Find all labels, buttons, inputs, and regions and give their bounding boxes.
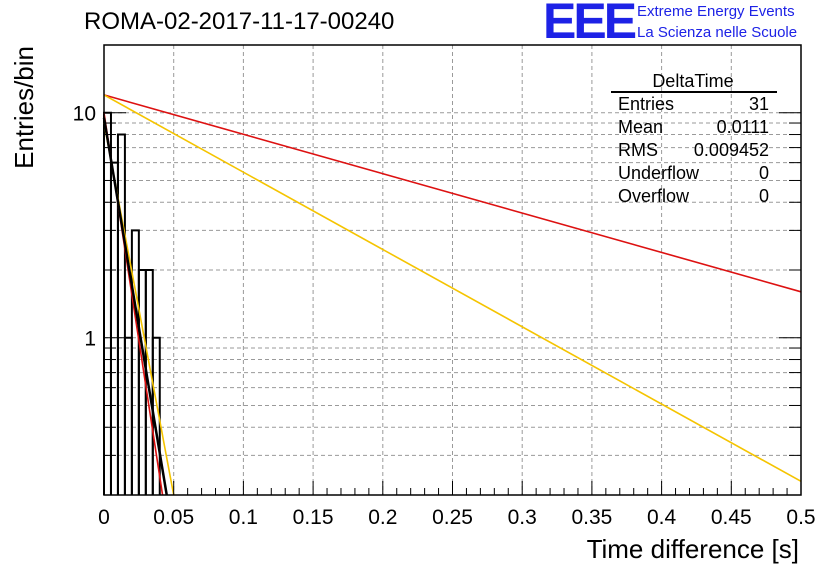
stats-label: Underflow [618,163,700,183]
x-tick-label: 0.1 [229,506,258,529]
x-tick-label: 0.5 [786,506,815,529]
fit-curve [102,117,168,496]
histogram-bin [109,161,119,495]
stats-box: DeltaTime Entries 31 Mean 0.0111 RMS 0.009452… [611,71,777,206]
chart-title: ROMA-02-2017-11-17-00240 [84,8,395,35]
stats-label: Mean [618,117,663,137]
histogram-bin [116,133,126,495]
stats-label: Entries [618,94,674,114]
x-tick-label: 0.45 [711,506,752,529]
stats-value: 0 [759,163,769,183]
stats-label: Overflow [618,186,690,206]
y-tick-labels: 1 10 [73,103,96,351]
logo-subtitle-1: Extreme Energy Events [637,3,795,20]
histogram-bin [123,336,133,495]
logo-subtitle-2: La Scienza nelle Scuole [637,24,798,41]
x-tick-label: 0.35 [571,506,612,529]
x-axis-label: Time difference [s] [587,534,799,564]
x-tick-label: 0.4 [647,506,677,529]
axis-ticks [103,44,802,496]
x-tick-labels: 0 0.05 0.1 0.15 0.2 0.25 0.3 0.35 0.4 0.45 0.5 [98,506,815,529]
histogram-bin [103,111,112,495]
x-tick-label: 0 [98,506,110,529]
x-tick-label: 0.3 [508,506,537,529]
y-axis-label: Entries/bin [9,46,39,169]
fit-curve [103,94,802,293]
x-tick-label: 0.25 [432,506,473,529]
x-tick-label: 0.15 [293,506,334,529]
fit-curve [103,94,802,483]
x-tick-label: 0.2 [368,506,397,529]
stats-label: RMS [618,140,658,160]
grid [104,44,801,496]
x-tick-label: 0.05 [153,506,194,529]
stats-title: DeltaTime [652,71,733,91]
stats-value: 0 [759,186,769,206]
stats-value: 0.0111 [717,117,769,137]
stats-value: 31 [749,94,769,114]
y-tick-label: 10 [73,103,96,126]
y-tick-label: 1 [84,328,96,351]
eee-logo: EEE [543,0,637,49]
stats-value: 0.009452 [694,140,769,160]
